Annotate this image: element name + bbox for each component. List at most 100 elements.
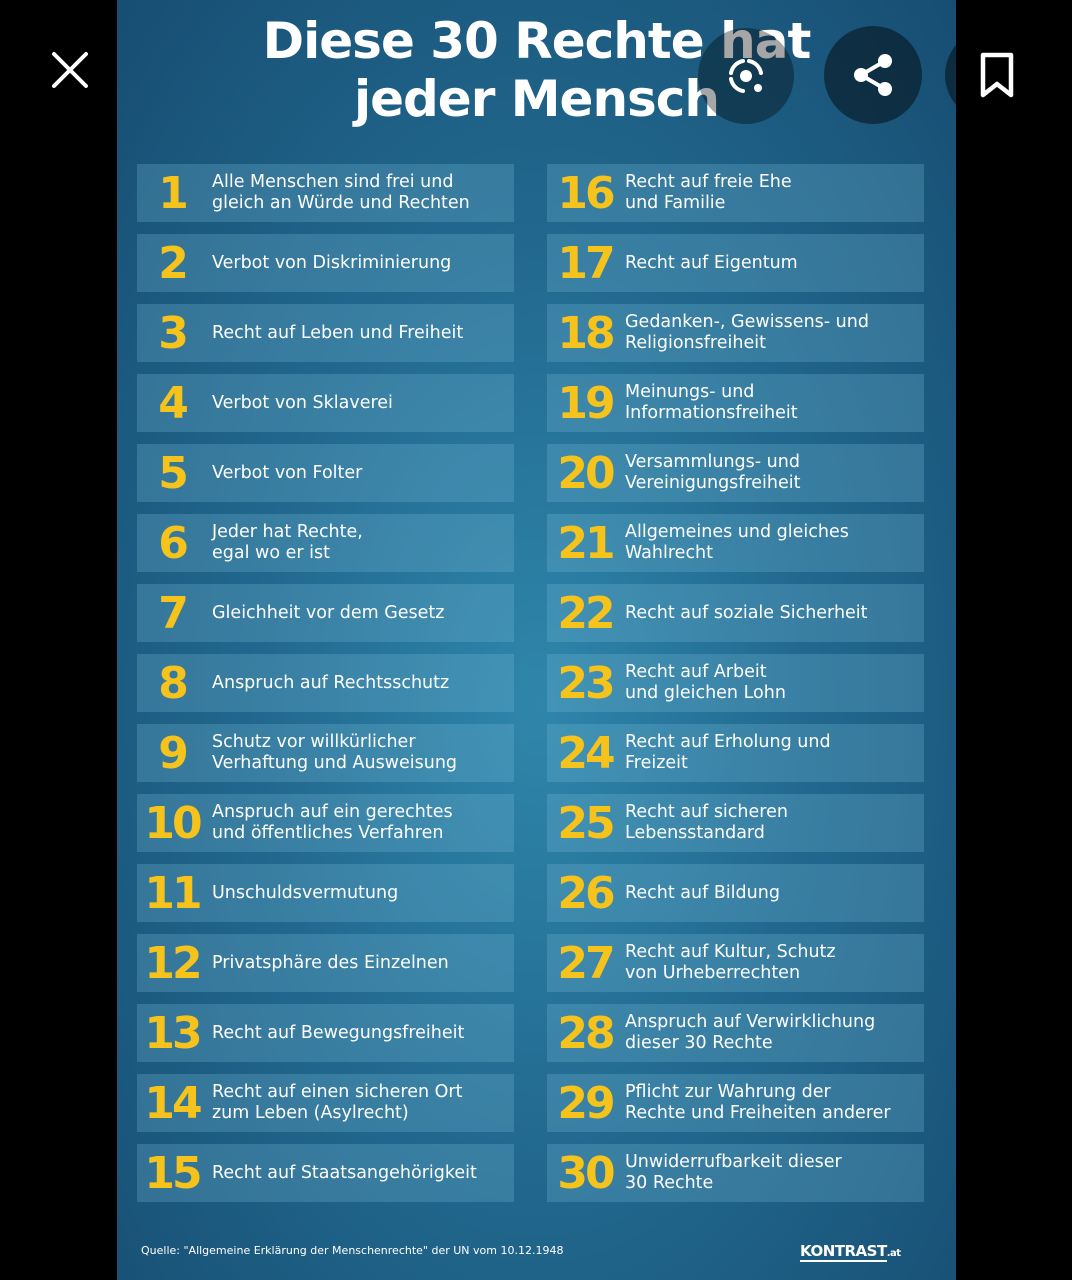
right-text: Recht auf Staatsangehörigkeit (212, 1162, 477, 1183)
right-item: 11 Unschuldsvermutung (137, 864, 514, 922)
right-item: 18 Gedanken-, Gewissens- und Religionsfre… (547, 304, 924, 362)
lens-search-icon (729, 59, 763, 93)
right-item: 8 Anspruch auf Rechtsschutz (137, 654, 514, 712)
right-text: Alle Menschen sind frei und gleich an Wü… (212, 172, 470, 213)
right-number: 22 (557, 587, 615, 639)
right-text: Verbot von Diskriminierung (212, 252, 452, 273)
title-line-1: Diese 30 Rechte hat (262, 12, 812, 70)
right-text: Anspruch auf Verwirklichung dieser 30 Re… (625, 1012, 876, 1053)
right-number: 11 (144, 867, 202, 919)
right-number: 14 (144, 1077, 202, 1129)
right-number: 15 (144, 1147, 202, 1199)
right-item: 7 Gleichheit vor dem Gesetz (137, 584, 514, 642)
right-text: Recht auf einen sicheren Ort zum Leben (… (212, 1082, 463, 1123)
right-number: 24 (557, 727, 615, 779)
close-button[interactable] (38, 38, 102, 102)
right-text: Recht auf Erholung und Freizeit (625, 732, 831, 773)
right-text: Anspruch auf Rechtsschutz (212, 672, 450, 693)
right-number: 28 (557, 1007, 615, 1059)
right-text: Recht auf freie Ehe und Familie (625, 172, 792, 213)
right-number: 25 (557, 797, 615, 849)
right-text: Jeder hat Rechte, egal wo er ist (212, 522, 363, 563)
right-item: 23 Recht auf Arbeit und gleichen Lohn (547, 654, 924, 712)
right-item: 15 Recht auf Staatsangehörigkeit (137, 1144, 514, 1202)
logo-domain: .at (886, 1248, 901, 1259)
right-item: 29 Pflicht zur Wahrung der Rechte und Fre… (547, 1074, 924, 1132)
right-item: 26 Recht auf Bildung (547, 864, 924, 922)
right-text: Verbot von Folter (212, 462, 363, 483)
right-number: 23 (557, 657, 615, 709)
lens-search-button[interactable] (698, 28, 794, 124)
right-item: 14 Recht auf einen sicheren Ort zum Leben… (137, 1074, 514, 1132)
right-number: 9 (158, 727, 189, 779)
right-text: Recht auf Arbeit und gleichen Lohn (625, 662, 786, 703)
right-text: Unschuldsvermutung (212, 882, 399, 903)
right-text: Versammlungs- und Vereinigungsfreiheit (625, 452, 801, 493)
right-number: 4 (158, 377, 189, 429)
right-text: Meinungs- und Informationsfreiheit (625, 382, 798, 423)
right-number: 21 (557, 517, 615, 569)
right-text: Gedanken-, Gewissens- und Religionsfreih… (625, 312, 869, 353)
right-item: 30 Unwiderrufbarkeit dieser 30 Rechte (547, 1144, 924, 1202)
infographic-image: Diese 30 Rechte hat jeder Mensch 1 Alle M… (117, 0, 956, 1280)
right-number: 19 (557, 377, 615, 429)
right-item: 25 Recht auf sicheren Lebensstandard (547, 794, 924, 852)
title-line-2: jeder Mensch (353, 70, 720, 128)
right-item: 6 Jeder hat Rechte, egal wo er ist (137, 514, 514, 572)
right-number: 16 (557, 167, 615, 219)
right-item: 3 Recht auf Leben und Freiheit (137, 304, 514, 362)
right-text: Recht auf Kultur, Schutz von Urheberrech… (625, 942, 836, 983)
right-number: 13 (144, 1007, 202, 1059)
right-number: 18 (557, 307, 615, 359)
right-item: 24 Recht auf Erholung und Freizeit (547, 724, 924, 782)
right-number: 10 (144, 797, 202, 849)
right-item: 12 Privatsphäre des Einzelnen (137, 934, 514, 992)
right-item: 9 Schutz vor willkürlicher Verhaftung und… (137, 724, 514, 782)
right-text: Anspruch auf ein gerechtes und öffentlic… (212, 802, 453, 843)
right-number: 8 (158, 657, 189, 709)
right-text: Unwiderrufbarkeit dieser 30 Rechte (625, 1152, 842, 1193)
source-note: Quelle: "Allgemeine Erklärung der Mensch… (141, 1244, 564, 1257)
right-text: Allgemeines und gleiches Wahlrecht (625, 522, 849, 563)
right-item: 13 Recht auf Bewegungsfreiheit (137, 1004, 514, 1062)
right-item: 20 Versammlungs- und Vereinigungsfreiheit (547, 444, 924, 502)
right-number: 7 (158, 587, 189, 639)
right-number: 30 (557, 1147, 615, 1199)
right-item: 21 Allgemeines und gleiches Wahlrecht (547, 514, 924, 572)
right-number: 3 (158, 307, 189, 359)
right-number: 12 (144, 937, 202, 989)
right-text: Recht auf Bildung (625, 882, 780, 903)
close-icon (52, 52, 88, 88)
right-item: 17 Recht auf Eigentum (547, 234, 924, 292)
right-number: 26 (557, 867, 615, 919)
right-number: 6 (158, 517, 189, 569)
save-button[interactable] (945, 26, 1049, 124)
right-item: 4 Verbot von Sklaverei (137, 374, 514, 432)
right-text: Recht auf Eigentum (625, 252, 798, 273)
right-item: 19 Meinungs- und Informationsfreiheit (547, 374, 924, 432)
right-text: Gleichheit vor dem Gesetz (212, 602, 445, 623)
right-item: 1 Alle Menschen sind frei und gleich an W… (137, 164, 514, 222)
right-text: Recht auf soziale Sicherheit (625, 602, 868, 623)
right-number: 29 (557, 1077, 615, 1129)
right-text: Recht auf sicheren Lebensstandard (625, 802, 788, 843)
right-number: 1 (158, 167, 189, 219)
right-number: 2 (158, 237, 189, 289)
right-text: Recht auf Leben und Freiheit (212, 322, 464, 343)
right-item: 22 Recht auf soziale Sicherheit (547, 584, 924, 642)
kontrast-logo: KONTRAST.at (800, 1242, 901, 1262)
right-number: 17 (557, 237, 615, 289)
right-item: 27 Recht auf Kultur, Schutz von Urheberre… (547, 934, 924, 992)
right-text: Schutz vor willkürlicher Verhaftung und … (212, 732, 458, 773)
right-item: 28 Anspruch auf Verwirklichung dieser 30 … (547, 1004, 924, 1062)
share-button[interactable] (824, 26, 922, 124)
infographic-title: Diese 30 Rechte hat jeder Mensch (117, 12, 956, 128)
right-item: 16 Recht auf freie Ehe und Familie (547, 164, 924, 222)
right-item: 5 Verbot von Folter (137, 444, 514, 502)
logo-text: KONTRAST (800, 1242, 887, 1262)
bookmark-icon (980, 52, 1014, 98)
right-text: Recht auf Bewegungsfreiheit (212, 1022, 465, 1043)
right-item: 10 Anspruch auf ein gerechtes und öffentl… (137, 794, 514, 852)
share-icon (854, 54, 892, 96)
right-text: Pflicht zur Wahrung der Rechte und Freih… (625, 1082, 891, 1123)
